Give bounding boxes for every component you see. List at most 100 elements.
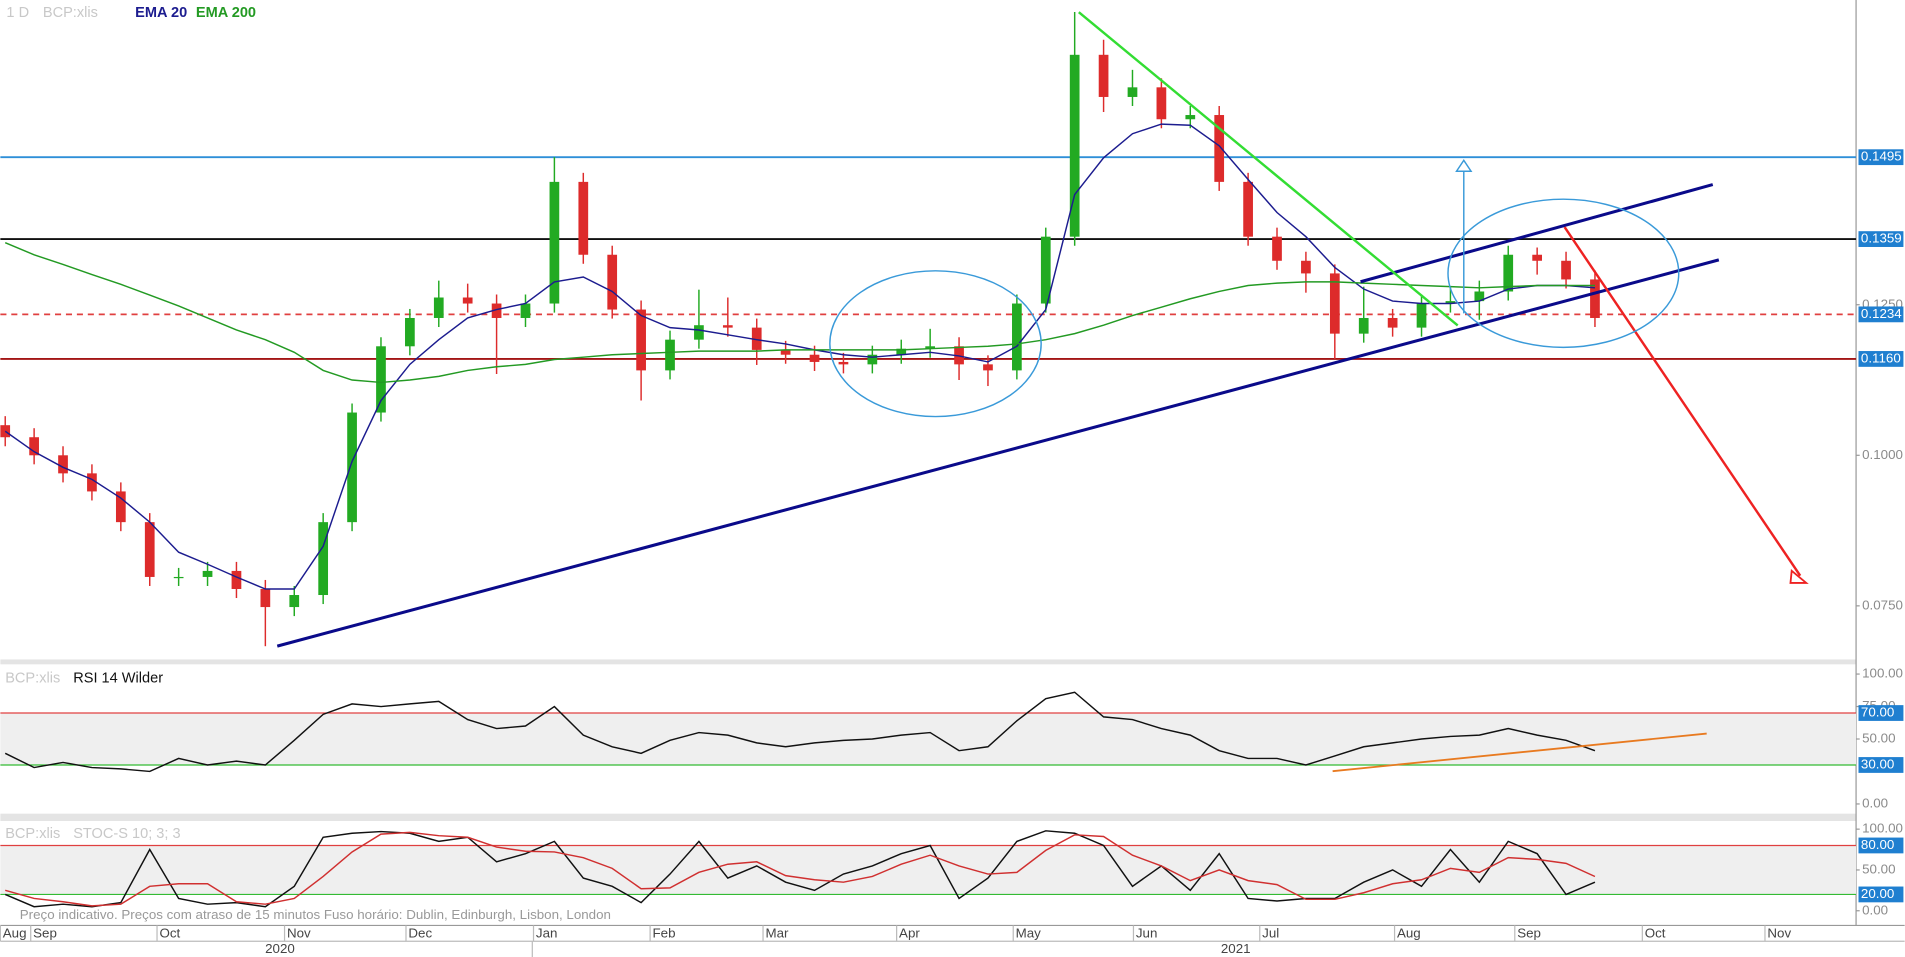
candle-body [260, 588, 271, 608]
candle-body [549, 181, 560, 304]
candle-body [1474, 291, 1485, 302]
x-tick-label: Oct [159, 925, 180, 940]
y-tick-label: 100.00 [1862, 666, 1903, 681]
candle-body [58, 455, 68, 474]
candle-body [1590, 279, 1600, 318]
candle-body [87, 473, 97, 492]
x-tick-label: Mar [765, 925, 789, 940]
series-line [4, 691, 1596, 773]
level-label: 70.00 [1861, 705, 1894, 720]
x-tick-label: Jan [536, 925, 558, 940]
labels: Preço indicativo. Preços com atraso de 1… [0, 5, 1904, 957]
trend-line [1360, 183, 1714, 284]
candle-body [405, 317, 415, 347]
series-line [4, 241, 1595, 384]
symbol-label: BCP:xlis [5, 671, 60, 687]
legend-entry: EMA 20 [135, 5, 187, 21]
candle-body [983, 364, 993, 371]
x-tick-label: Nov [1767, 925, 1791, 940]
y-tick-label: 50.00 [1862, 731, 1895, 746]
panel-separator [0, 813, 1857, 821]
candle-body [1272, 236, 1282, 261]
candle-body [1040, 236, 1051, 304]
candle-body [202, 570, 213, 577]
level-label-box [1858, 705, 1904, 721]
level-label-box [1858, 149, 1904, 166]
x-tick-label: Oct [1645, 925, 1666, 940]
level-label-box [1858, 837, 1904, 854]
x-tick-label: Aug [3, 925, 27, 940]
candle-body [578, 181, 589, 255]
candle-body [433, 297, 444, 318]
legend-entry: EMA 200 [196, 5, 256, 21]
y-tick-label: 0.00 [1862, 902, 1888, 917]
candle-body [607, 254, 618, 310]
footer-note: Preço indicativo. Preços com atraso de 1… [20, 907, 611, 922]
ellipse [829, 270, 1042, 418]
candle-body [318, 522, 329, 596]
candle-body [896, 348, 907, 355]
candle-body [1387, 317, 1398, 328]
trend-line [1332, 732, 1707, 773]
candle-body [636, 309, 646, 371]
candle-body [1098, 54, 1109, 97]
level-label: 0.1359 [1861, 231, 1902, 246]
candle-body [1561, 260, 1571, 280]
candle-body [1445, 301, 1456, 304]
x-year-label: 2021 [1221, 941, 1251, 956]
x-tick-label: Sep [1517, 925, 1541, 940]
level-label: 80.00 [1861, 837, 1894, 852]
candle-body [1214, 115, 1225, 182]
candle-body [1416, 303, 1427, 328]
x-tick-label: Feb [653, 925, 676, 940]
y-tick-label: 0.0750 [1862, 597, 1903, 612]
ellipse [1447, 198, 1680, 349]
y-tick-label: 50.00 [1862, 861, 1895, 876]
level-label: 0.1160 [1861, 350, 1901, 365]
x-tick-label: Jun [1136, 925, 1158, 940]
candle-body [1243, 181, 1253, 237]
candle-body [0, 425, 11, 438]
candle-body [1503, 254, 1514, 292]
symbol-label: BCP:xlis [43, 5, 98, 21]
level-band [0, 713, 1857, 765]
candle-body [665, 339, 675, 371]
level-label-box [1858, 886, 1904, 903]
candle-body [925, 346, 936, 349]
level-label: 20.00 [1861, 886, 1894, 901]
y-tick-label: 0.1000 [1862, 447, 1903, 462]
level-label: 30.00 [1861, 757, 1894, 772]
candle-body [1156, 87, 1167, 120]
level-label: 0.1495 [1861, 149, 1902, 164]
level-label-box [1858, 351, 1904, 367]
candle-body [1301, 260, 1311, 274]
candle-body [1329, 273, 1340, 334]
series-line [5, 831, 1596, 907]
level-label-box [1858, 231, 1904, 247]
arrow-line [1563, 226, 1802, 577]
candle-body [1532, 254, 1543, 261]
candle-body [289, 595, 300, 608]
candle-body [809, 354, 820, 362]
arrow-head [1455, 158, 1473, 172]
candle-body [520, 303, 531, 318]
legend-entry: RSI 14 Wilder [73, 671, 163, 687]
candle-body [29, 437, 39, 456]
candle-body [491, 303, 502, 318]
level-band [0, 845, 1857, 895]
candle-body [1069, 54, 1080, 237]
candle-body [1127, 87, 1138, 97]
candle-body [780, 349, 791, 355]
candle-body [1185, 115, 1196, 120]
candle-body [751, 327, 762, 350]
arrow-head [1789, 569, 1809, 584]
candle-body [722, 325, 733, 328]
x-tick-label: Dec [408, 925, 432, 940]
trend-line [1078, 11, 1459, 327]
level-label: 0.1234 [1861, 306, 1902, 321]
candle-body [115, 491, 126, 523]
candle-body [144, 522, 155, 577]
